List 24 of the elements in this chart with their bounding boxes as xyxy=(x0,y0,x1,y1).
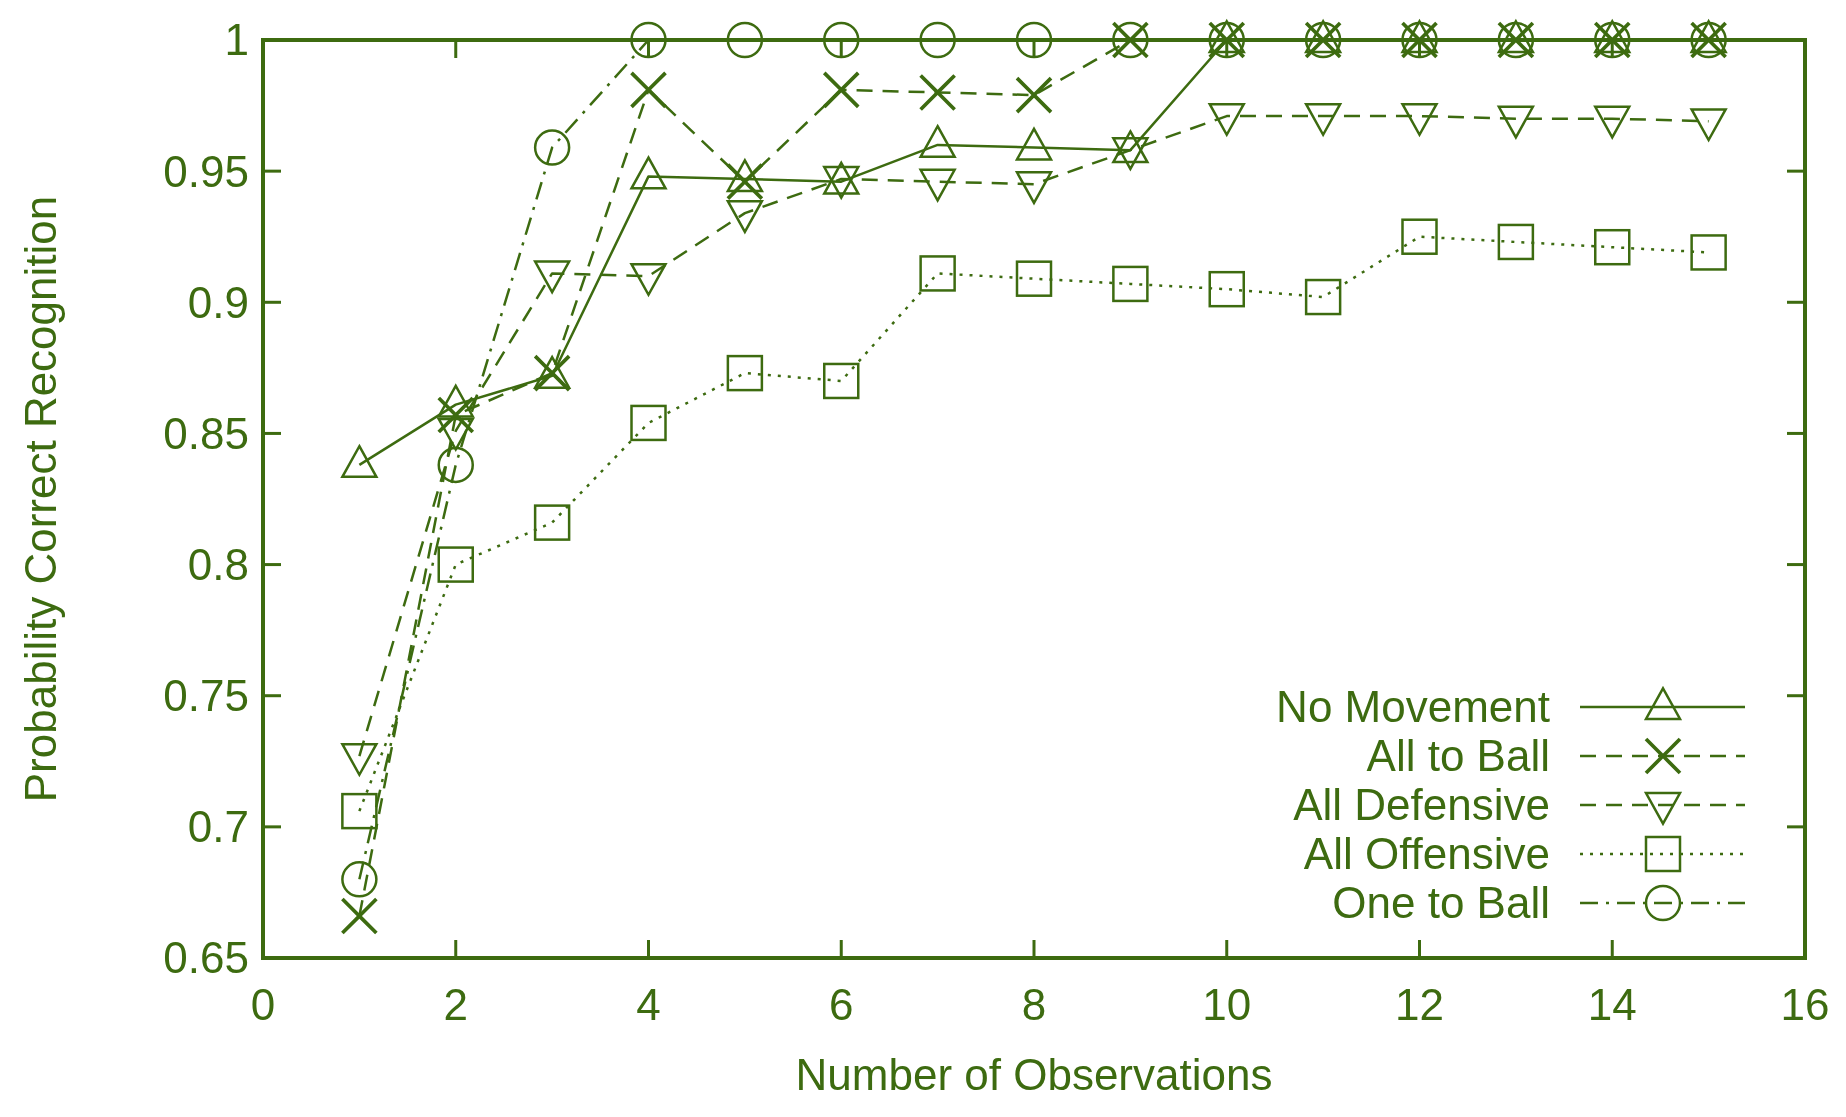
legend-label: All Offensive xyxy=(1303,829,1550,879)
y-tick-label: 0.75 xyxy=(163,671,249,721)
y-tick-label: 1 xyxy=(224,15,249,65)
legend-label: All to Ball xyxy=(1366,731,1550,781)
y-tick-label: 0.8 xyxy=(187,539,249,589)
y-tick-label: 0.95 xyxy=(163,146,249,196)
x-tick-label: 0 xyxy=(250,980,276,1029)
x-tick-label: 16 xyxy=(1780,980,1830,1029)
y-tick-label: 0.9 xyxy=(187,277,249,327)
x-tick-label: 6 xyxy=(829,980,854,1029)
y-axis-title: Probability Correct Recognition xyxy=(16,195,65,803)
y-tick-label: 0.85 xyxy=(163,408,249,458)
x-tick-label: 2 xyxy=(443,980,468,1029)
x-tick-label: 10 xyxy=(1202,980,1252,1029)
x-tick-label: 8 xyxy=(1021,980,1047,1029)
legend-label: All Defensive xyxy=(1293,780,1550,830)
x-tick-label: 14 xyxy=(1587,980,1637,1029)
y-tick-label: 0.65 xyxy=(163,933,249,983)
x-tick-label: 4 xyxy=(636,980,661,1029)
legend-label: One to Ball xyxy=(1332,878,1550,928)
legend-label: No Movement xyxy=(1276,682,1550,732)
x-axis-title: Number of Observations xyxy=(795,1050,1273,1099)
x-tick-label: 12 xyxy=(1395,980,1444,1029)
y-tick-label: 0.7 xyxy=(187,802,249,852)
